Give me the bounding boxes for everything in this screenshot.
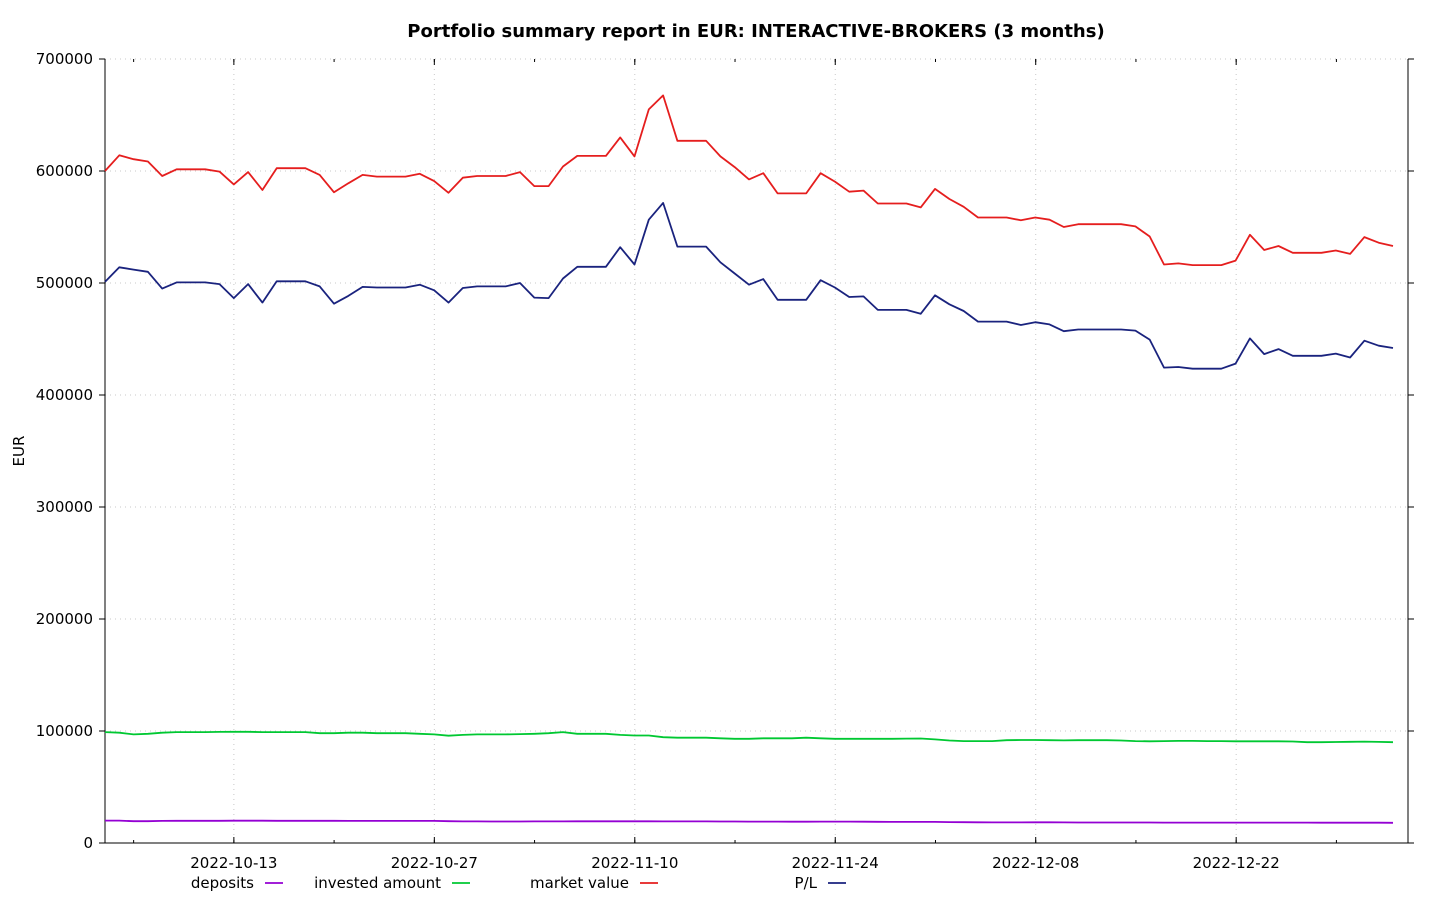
chart-title: Portfolio summary report in EUR: INTERAC…: [407, 21, 1104, 42]
legend-label-invested-amount: invested amount: [314, 874, 441, 892]
x-tick-label: 2022-10-27: [391, 854, 478, 872]
series-line-market-value: [104, 94, 1394, 267]
series-line-deposits: [105, 819, 1394, 824]
legend: deposits invested amount market value P/L: [191, 874, 846, 892]
series-layer: [104, 94, 1394, 824]
x-tick-label: 2022-10-13: [190, 854, 277, 872]
x-tick-label: 2022-11-10: [591, 854, 678, 872]
y-tick-label: 500000: [36, 274, 93, 292]
axes-layer: 0 100000 200000 300000 400000 500000 600000 700…: [36, 50, 1414, 872]
legend-label-p-l: P/L: [795, 874, 818, 892]
y-tick-label: 300000: [36, 498, 93, 516]
grid-layer: [105, 58, 1408, 843]
y-axis-label: EUR: [10, 436, 28, 467]
y-tick-label: 400000: [36, 386, 93, 404]
series-line-p-l: [104, 201, 1394, 370]
y-tick-label: 700000: [36, 50, 93, 68]
x-tick-label: 2022-12-22: [1193, 854, 1280, 872]
x-tick-label: 2022-12-08: [992, 854, 1079, 872]
y-tick-label: 100000: [36, 722, 93, 740]
x-tick-label: 2022-11-24: [792, 854, 879, 872]
legend-label-deposits: deposits: [191, 874, 254, 892]
y-tick-label: 200000: [36, 610, 93, 628]
y-tick-label: 600000: [36, 162, 93, 180]
legend-label-market-value: market value: [530, 874, 629, 892]
series-line-invested-amount: [104, 730, 1394, 744]
y-tick-label: 0: [83, 834, 93, 852]
